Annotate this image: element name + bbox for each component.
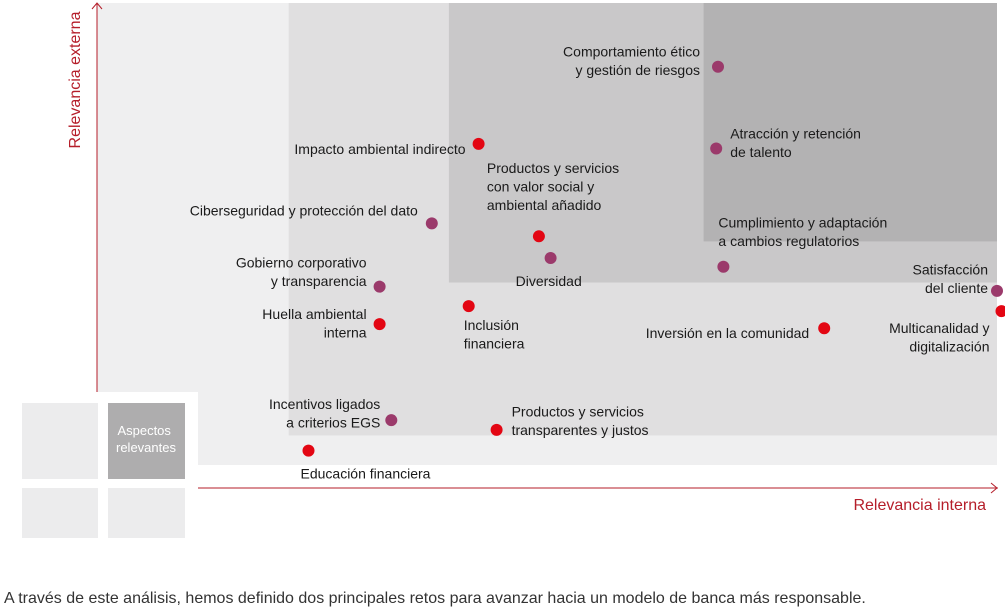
data-point-label: Inversión en la comunidad (646, 325, 809, 341)
data-point-label: Multicanalidad y digitalización (889, 320, 989, 355)
data-point-purple (373, 280, 386, 293)
data-point-label: Incentivos ligados a criterios EGS (269, 396, 380, 431)
data-point-label: Educación financiera (301, 466, 431, 482)
legend-cell-relevant (108, 403, 185, 479)
data-point-label: Satisfacción del cliente (913, 262, 989, 297)
data-point-purple (991, 284, 1003, 297)
data-point-label: Atracción y retención de talento (730, 125, 861, 160)
legend-key: Aspectos relevantes (20, 392, 198, 538)
data-point-label: Inclusión financiera (464, 317, 525, 352)
data-point-label: Ciberseguridad y protección del dato (190, 202, 418, 218)
data-point-red (472, 137, 485, 150)
data-point-label: Huella ambiental interna (262, 306, 367, 341)
legend-cell (108, 488, 185, 538)
data-point-label: Productos y servicios transparentes y jus… (512, 404, 649, 439)
data-point-label: Diversidad (516, 273, 582, 289)
data-point-red (373, 318, 386, 331)
legend-label: Aspectos relevantes (116, 423, 176, 455)
caption-text: A través de este análisis, hemos definid… (4, 590, 866, 607)
legend-cell (22, 403, 98, 479)
data-point-red (995, 305, 1005, 318)
data-point-label: Gobierno corporativo y transparencia (236, 254, 367, 289)
data-point-red (302, 444, 315, 457)
relevance-band-4 (703, 3, 997, 242)
data-point-purple (710, 142, 723, 155)
data-point-purple (544, 252, 557, 265)
x-axis-label: Relevancia interna (853, 497, 986, 514)
data-point-purple (712, 60, 724, 73)
x-axis-arrow (990, 482, 998, 494)
axes: Relevancia interna Relevancia externa (67, 2, 998, 514)
data-point-label: Cumplimiento y adaptación a cambios regul… (718, 215, 887, 250)
legend-cell (22, 488, 98, 538)
data-point-red (462, 300, 475, 313)
data-points (302, 60, 1005, 457)
materiality-matrix: Relevancia interna Relevancia externa As… (20, 2, 1005, 538)
data-point-red (532, 230, 545, 243)
relevance-bands (97, 3, 997, 465)
point-labels: Comportamiento ético y gestión de riesgos… (190, 44, 990, 482)
data-point-purple (717, 260, 730, 273)
data-point-red (818, 322, 831, 335)
data-point-purple (425, 217, 438, 230)
data-point-red (490, 423, 503, 436)
y-axis-arrow (91, 2, 103, 10)
data-point-label: Impacto ambiental indirecto (294, 141, 465, 157)
data-point-purple (385, 414, 398, 427)
data-point-label: Comportamiento ético y gestión de riesgos (563, 44, 700, 78)
y-axis-label: Relevancia externa (67, 11, 84, 148)
